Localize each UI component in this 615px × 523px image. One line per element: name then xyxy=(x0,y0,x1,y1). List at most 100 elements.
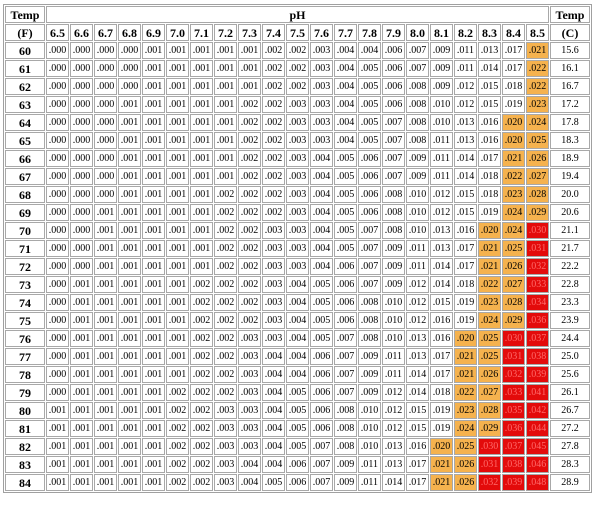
value-cell-red: .048 xyxy=(526,474,549,491)
value-cell: .004 xyxy=(286,276,309,293)
value-cell: .001 xyxy=(142,366,165,383)
value-cell: .000 xyxy=(94,114,117,131)
value-cell: .005 xyxy=(286,438,309,455)
value-cell: .001 xyxy=(70,420,93,437)
value-cell-red: .032 xyxy=(526,258,549,275)
value-cell: .001 xyxy=(142,222,165,239)
value-cell: .004 xyxy=(286,312,309,329)
value-cell: .001 xyxy=(166,366,189,383)
value-cell: .001 xyxy=(94,276,117,293)
value-cell-orange: .021 xyxy=(502,150,525,167)
value-cell: .011 xyxy=(406,258,429,275)
temp-f-cell: 75 xyxy=(5,312,45,329)
value-cell: .001 xyxy=(190,240,213,257)
temp-f-cell: 81 xyxy=(5,420,45,437)
value-cell: .000 xyxy=(46,168,69,185)
table-row: 63.000.000.000.001.001.001.001.001.002.0… xyxy=(5,96,590,113)
value-cell-orange: .021 xyxy=(526,42,549,59)
value-cell: .002 xyxy=(190,366,213,383)
value-cell: .002 xyxy=(190,420,213,437)
value-cell: .002 xyxy=(238,222,261,239)
value-cell: .016 xyxy=(430,312,453,329)
value-cell: .001 xyxy=(70,384,93,401)
value-cell: .006 xyxy=(334,312,357,329)
ph-column-header: 7.6 xyxy=(310,24,333,41)
value-cell: .002 xyxy=(262,60,285,77)
table-row: 64.000.000.000.001.001.001.001.001.002.0… xyxy=(5,114,590,131)
value-cell: .001 xyxy=(142,276,165,293)
value-cell: .008 xyxy=(406,114,429,131)
ph-column-header: 6.9 xyxy=(142,24,165,41)
value-cell-orange: .022 xyxy=(454,384,477,401)
value-cell-red: .038 xyxy=(502,456,525,473)
value-cell: .010 xyxy=(406,204,429,221)
value-cell: .001 xyxy=(214,114,237,131)
table-row: 79.000.001.001.001.001.002.002.002.003.0… xyxy=(5,384,590,401)
value-cell: .002 xyxy=(190,474,213,491)
value-cell-red: .030 xyxy=(526,222,549,239)
temp-c-cell: 19.4 xyxy=(550,168,590,185)
value-cell: .017 xyxy=(502,42,525,59)
value-cell: .001 xyxy=(94,204,117,221)
ph-column-header: 7.0 xyxy=(166,24,189,41)
value-cell: .001 xyxy=(166,294,189,311)
temp-c-cell: 15.6 xyxy=(550,42,590,59)
value-cell: .001 xyxy=(142,348,165,365)
value-cell: .009 xyxy=(430,42,453,59)
value-cell: .002 xyxy=(262,78,285,95)
value-cell: .002 xyxy=(238,240,261,257)
value-cell: .001 xyxy=(166,330,189,347)
value-cell: .014 xyxy=(430,276,453,293)
value-cell: .000 xyxy=(70,204,93,221)
value-cell: .012 xyxy=(382,420,405,437)
value-cell: .001 xyxy=(166,348,189,365)
table-row: 78.000.001.001.001.001.001.002.002.003.0… xyxy=(5,366,590,383)
value-cell: .000 xyxy=(70,132,93,149)
value-cell-orange: .020 xyxy=(478,222,501,239)
value-cell: .005 xyxy=(286,384,309,401)
value-cell-red: .033 xyxy=(502,384,525,401)
value-cell: .009 xyxy=(382,240,405,257)
value-cell: .002 xyxy=(190,330,213,347)
value-cell: .007 xyxy=(382,132,405,149)
value-cell: .013 xyxy=(406,330,429,347)
value-cell-red: .045 xyxy=(526,438,549,455)
value-cell: .012 xyxy=(382,384,405,401)
value-cell: .016 xyxy=(478,132,501,149)
value-cell-red: .039 xyxy=(502,474,525,491)
value-cell: .004 xyxy=(310,258,333,275)
value-cell: .004 xyxy=(262,402,285,419)
temp-f-cell: 78 xyxy=(5,366,45,383)
value-cell: .001 xyxy=(142,258,165,275)
temp-c-cell: 17.2 xyxy=(550,96,590,113)
value-cell: .009 xyxy=(358,384,381,401)
value-cell-orange: .026 xyxy=(454,456,477,473)
ph-column-header: 6.7 xyxy=(94,24,117,41)
value-cell: .000 xyxy=(46,222,69,239)
temp-c-cell: 26.7 xyxy=(550,402,590,419)
value-cell: .013 xyxy=(478,42,501,59)
value-cell: .001 xyxy=(190,42,213,59)
value-cell: .018 xyxy=(478,186,501,203)
value-cell: .001 xyxy=(94,222,117,239)
value-cell: .001 xyxy=(142,150,165,167)
value-cell-orange: .021 xyxy=(454,366,477,383)
value-cell: .001 xyxy=(118,186,141,203)
value-cell: .002 xyxy=(214,276,237,293)
table-body: 60.000.000.000.000.001.001.001.001.001.0… xyxy=(5,42,590,491)
value-cell-orange: .026 xyxy=(478,366,501,383)
value-cell: .003 xyxy=(286,186,309,203)
value-cell: .000 xyxy=(46,330,69,347)
value-cell: .002 xyxy=(262,150,285,167)
value-cell-red: .038 xyxy=(526,348,549,365)
value-cell: .001 xyxy=(118,384,141,401)
value-cell-orange: .020 xyxy=(430,438,453,455)
temp-c-cell: 20.0 xyxy=(550,186,590,203)
value-cell: .003 xyxy=(238,438,261,455)
value-cell: .002 xyxy=(238,186,261,203)
value-cell-orange: .028 xyxy=(526,186,549,203)
temp-c-cell: 22.8 xyxy=(550,276,590,293)
value-cell: .005 xyxy=(334,150,357,167)
value-cell: .000 xyxy=(46,276,69,293)
value-cell: .012 xyxy=(406,312,429,329)
